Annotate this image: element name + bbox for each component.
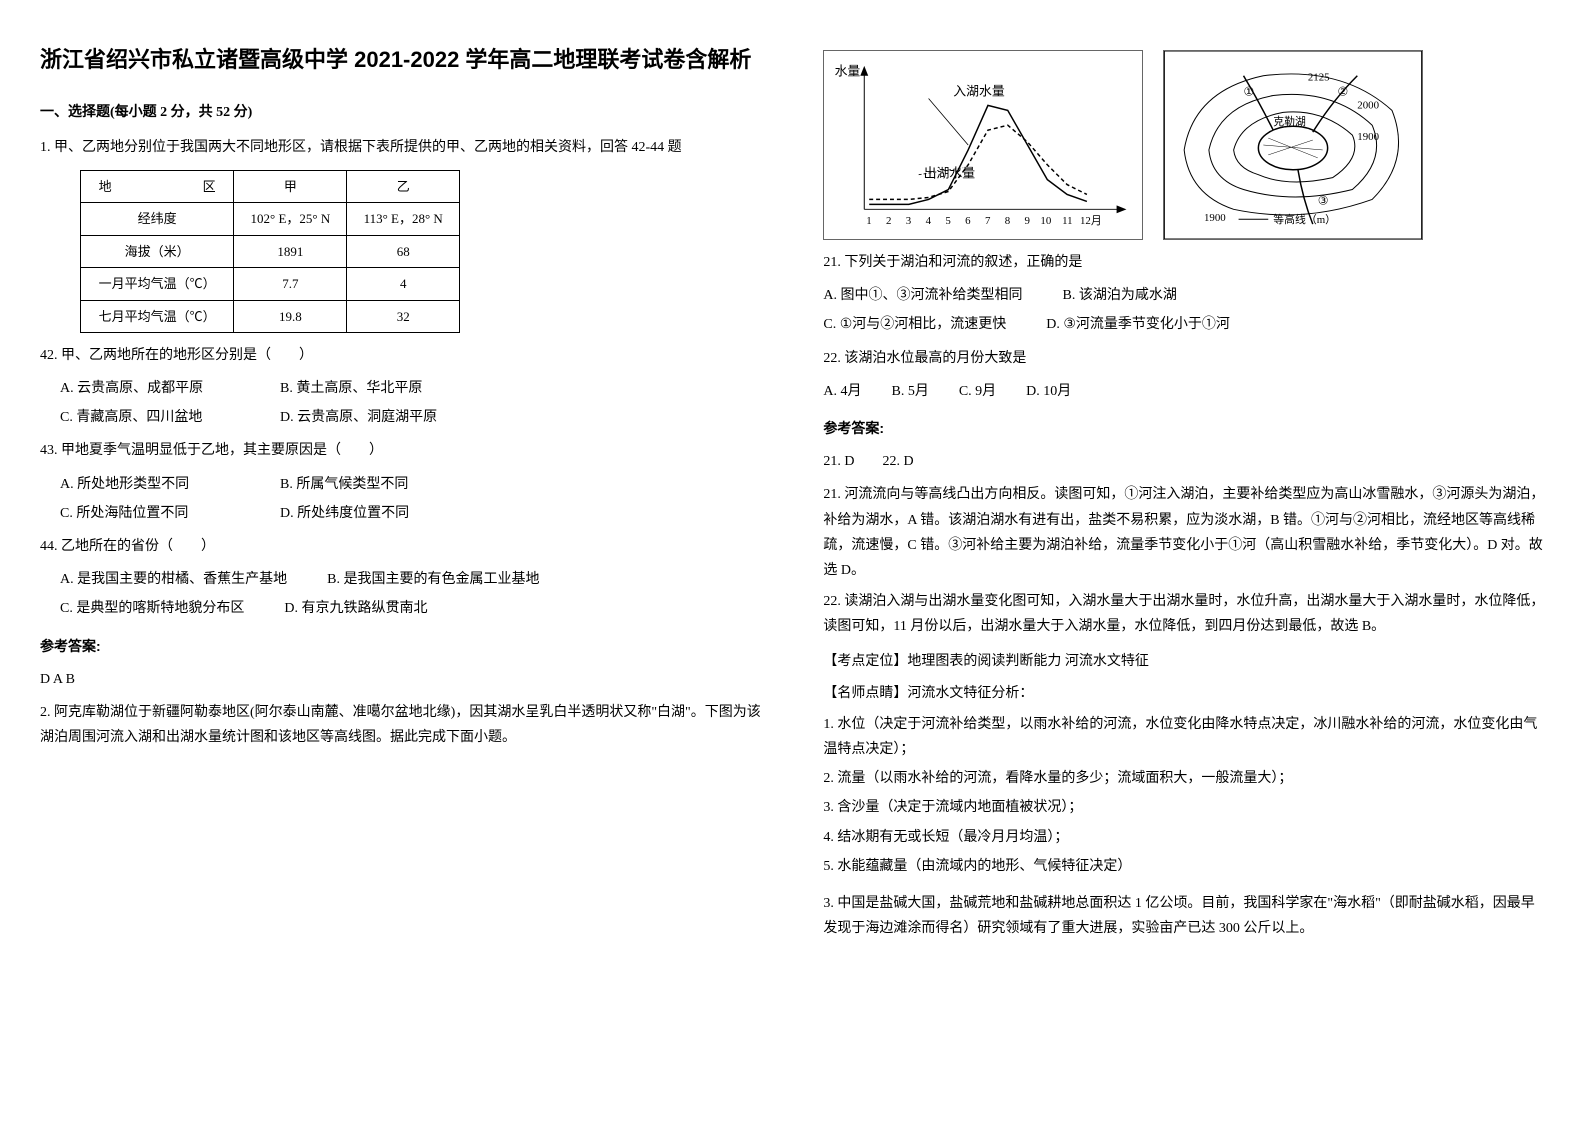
table-cell: 海拔（米） (81, 235, 234, 267)
q3-intro: 3. 中国是盐碱大国，盐碱荒地和盐碱耕地总面积达 1 亿公顷。目前，我国科学家在… (823, 891, 1546, 941)
option: C. 是典型的喀斯特地貌分布区 (60, 596, 244, 621)
analysis-item: 2. 流量（以雨水补给的河流，看降水量的多少；流域面积大，一般流量大）； (823, 766, 1546, 791)
svg-text:①: ① (1244, 85, 1255, 99)
q1-intro: 1. 甲、乙两地分别位于我国两大不同地形区，请根据下表所提供的甲、乙两地的相关资… (40, 135, 763, 160)
svg-text:1: 1 (867, 215, 872, 227)
table-row: 一月平均气温（℃） 7.7 4 (81, 268, 460, 300)
svg-text:12月: 12月 (1080, 215, 1102, 227)
svg-text:8: 8 (1005, 215, 1011, 227)
option: C. 青藏高原、四川盆地 (60, 405, 240, 430)
chart-label-in: 入湖水量 (954, 85, 1006, 99)
option: A. 是我国主要的柑橘、香蕉生产基地 (60, 567, 287, 592)
option: A. 所处地形类型不同 (60, 472, 240, 497)
contour-map: 2125 2000 1900 1900 ① ② ③ 克勒湖 等高线（m） (1163, 50, 1423, 240)
q21: 21. 下列关于湖泊和河流的叙述，正确的是 (823, 250, 1546, 275)
analysis-item: 1. 水位（决定于河流补给类型，以雨水补给的河流，水位变化由降水特点决定，冰川融… (823, 712, 1546, 762)
svg-text:③: ③ (1318, 193, 1329, 207)
table-row: 七月平均气温（℃） 19.8 32 (81, 300, 460, 332)
option: B. 该湖泊为咸水湖 (1062, 283, 1242, 308)
svg-text:2: 2 (886, 215, 891, 227)
svg-text:4: 4 (926, 215, 932, 227)
svg-text:2000: 2000 (1358, 99, 1380, 111)
page-title: 浙江省绍兴市私立诸暨高级中学 2021-2022 学年高二地理联考试卷含解析 (40, 40, 763, 80)
explanation-22: 22. 读湖泊入湖与出湖水量变化图可知，入湖水量大于出湖水量时，水位升高，出湖水… (823, 589, 1546, 639)
svg-text:3: 3 (906, 215, 912, 227)
table-row: 地 区 甲 乙 (81, 170, 460, 202)
answer-text: D A B (40, 667, 763, 692)
answer-line: 21. D 22. D (823, 449, 1546, 474)
q43: 43. 甲地夏季气温明显低于乙地，其主要原因是（ ） (40, 438, 763, 463)
table-cell: 甲 (234, 170, 347, 202)
option: C. 所处海陆位置不同 (60, 501, 240, 526)
q42: 42. 甲、乙两地所在的地形区分别是（ ） (40, 343, 763, 368)
option: D. 10月 (1026, 379, 1071, 404)
option: C. ①河与②河相比，流速更快 (823, 312, 1006, 337)
option: B. 所属气候类型不同 (280, 472, 460, 497)
option: C. 9月 (959, 379, 996, 404)
svg-text:1900: 1900 (1204, 212, 1226, 224)
table-row: 海拔（米） 1891 68 (81, 235, 460, 267)
option: B. 是我国主要的有色金属工业基地 (327, 567, 539, 592)
table-cell: 32 (347, 300, 460, 332)
table-cell: 102° E，25° N (234, 203, 347, 235)
option: D. 有京九铁路纵贯南北 (284, 596, 464, 621)
table-cell: 七月平均气温（℃） (81, 300, 234, 332)
option: B. 黄土高原、华北平原 (280, 376, 460, 401)
q2-intro: 2. 阿克库勒湖位于新疆阿勒泰地区(阿尔泰山南麓、准噶尔盆地北缘)，因其湖水呈乳… (40, 700, 763, 750)
svg-text:②: ② (1338, 85, 1349, 99)
answer-header: 参考答案: (823, 416, 1546, 441)
table-row: 经纬度 102° E，25° N 113° E，28° N (81, 203, 460, 235)
option: A. 图中①、③河流补给类型相同 (823, 283, 1022, 308)
svg-text:10: 10 (1041, 215, 1052, 227)
svg-text:等高线（m）: 等高线（m） (1274, 212, 1337, 226)
table-cell: 1891 (234, 235, 347, 267)
table-cell: 地 区 (81, 170, 234, 202)
chart-label-out: 出湖水量 (924, 167, 976, 181)
svg-text:1900: 1900 (1358, 131, 1380, 143)
table-cell: 一月平均气温（℃） (81, 268, 234, 300)
svg-text:9: 9 (1025, 215, 1030, 227)
option: D. ③河流量季节变化小于①河 (1046, 312, 1230, 337)
chart-ylabel: 水量 (835, 65, 861, 79)
svg-text:11: 11 (1063, 215, 1073, 227)
option: A. 4月 (823, 379, 861, 404)
option: D. 云贵高原、洞庭湖平原 (280, 405, 460, 430)
svg-text:2125: 2125 (1308, 72, 1330, 84)
explanation-21: 21. 河流流向与等高线凸出方向相反。读图可知，①河注入湖泊，主要补给类型应为高… (823, 482, 1546, 583)
svg-text:克勒湖: 克勒湖 (1274, 115, 1307, 128)
table-cell: 68 (347, 235, 460, 267)
analysis-item: 5. 水能蕴藏量（由流域内的地形、气候特征决定） (823, 854, 1546, 879)
option: A. 云贵高原、成都平原 (60, 376, 240, 401)
table-cell: 7.7 (234, 268, 347, 300)
table-cell: 经纬度 (81, 203, 234, 235)
analysis-item: 4. 结冰期有无或长短（最冷月月均温）； (823, 825, 1546, 850)
table-cell: 113° E，28° N (347, 203, 460, 235)
q44: 44. 乙地所在的省份（ ） (40, 534, 763, 559)
section-header: 一、选择题(每小题 2 分，共 52 分) (40, 100, 763, 125)
table-cell: 4 (347, 268, 460, 300)
svg-text:7: 7 (985, 215, 991, 227)
svg-text:5: 5 (946, 215, 952, 227)
table-cell: 乙 (347, 170, 460, 202)
option: D. 所处纬度位置不同 (280, 501, 460, 526)
table-cell: 19.8 (234, 300, 347, 332)
analysis-item: 3. 含沙量（决定于流域内地面植被状况）； (823, 795, 1546, 820)
kaodian: 【考点定位】地理图表的阅读判断能力 河流水文特征 (823, 649, 1546, 674)
q22: 22. 该湖泊水位最高的月份大致是 (823, 346, 1546, 371)
answer-header: 参考答案: (40, 634, 763, 659)
data-table-1: 地 区 甲 乙 经纬度 102° E，25° N 113° E，28° N 海拔… (80, 170, 460, 333)
svg-text:6: 6 (966, 215, 972, 227)
water-volume-chart: 水量 入湖水量 出湖水量 1 2 3 4 5 6 7 8 9 1 (823, 50, 1143, 240)
mingshi-header: 【名师点睛】河流水文特征分析： (823, 681, 1546, 706)
option: B. 5月 (891, 379, 928, 404)
